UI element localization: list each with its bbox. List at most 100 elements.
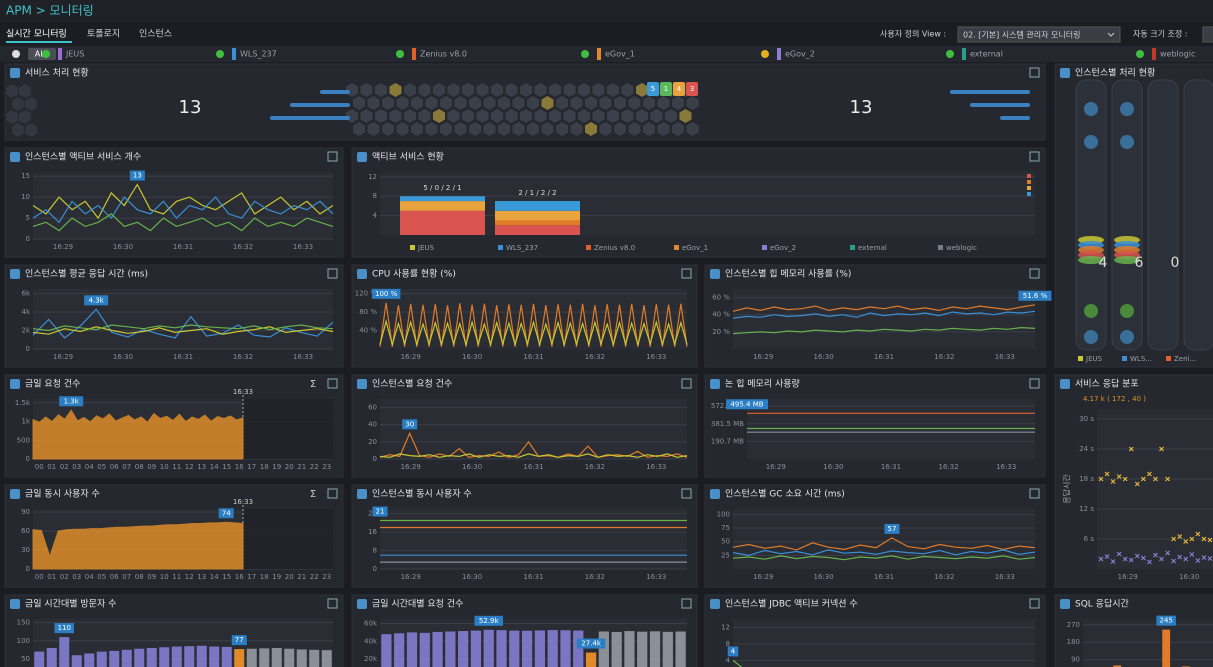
tab[interactable]: 토폴로지 [87,29,120,40]
hexagon [643,96,655,110]
instance-name[interactable]: eGov_2 [785,50,815,59]
y-tick-label: 15 [21,172,30,180]
expand-icon[interactable] [1029,151,1040,162]
instance-name[interactable]: JEUS [65,50,84,59]
y-tick-label: 60 [368,404,377,412]
callout-label: 495.4 MB [730,400,763,408]
instance-name[interactable]: external [970,50,1003,59]
tab[interactable]: 실시간 모니터링 [6,28,67,40]
bulb-icon[interactable] [12,50,20,58]
y-tick-label: 40 [368,421,377,429]
stack-segment [495,210,580,221]
hexagon [425,96,438,110]
y-tick-label: 25 [721,551,730,559]
flow-streak [950,90,1030,94]
panel-title: 금일 시간대별 방문자 수 [25,599,116,610]
y-tick-label: 0 [26,565,30,573]
scatter-point [1171,536,1177,542]
expand-icon[interactable] [327,151,338,162]
expand-icon[interactable] [327,378,338,389]
instance-name[interactable]: weblogic [1160,50,1195,59]
bar [1162,629,1171,667]
expand-icon[interactable] [327,598,338,609]
y-tick-label: 500 [17,436,30,444]
x-tick-label: 09 [147,463,156,471]
expand-icon[interactable] [681,488,692,499]
bar [624,631,635,667]
expand-icon[interactable] [681,378,692,389]
expand-icon[interactable] [1029,598,1040,609]
expand-icon[interactable] [327,488,338,499]
scatter-point [1177,554,1183,560]
badge-value: 5 [651,85,655,93]
instance-name[interactable]: eGov_1 [605,50,635,59]
series-line [732,310,1036,319]
legend-swatch [850,245,855,250]
expand-icon[interactable] [681,598,692,609]
scatter-point [1201,536,1207,542]
stack-segment [495,220,580,226]
expand-icon[interactable] [327,268,338,279]
x-tick-label: 14 [210,573,219,581]
sum-icon[interactable]: Σ [310,379,316,390]
tab[interactable]: 인스턴스 [139,29,172,40]
top-bar [0,0,1213,22]
x-tick-label: 16:30 [462,353,482,361]
panel-icon [357,269,367,279]
hexagon [665,109,677,123]
auto-size-select[interactable] [1202,26,1213,43]
hexagon [491,109,503,123]
x-tick-label: 23 [322,463,331,471]
panel-title: 금일 동시 사용자 수 [25,489,100,500]
tube [1075,79,1107,351]
queue-dot [1084,102,1098,116]
hexagon [353,96,365,110]
bar [109,650,120,667]
hexagon [19,84,31,98]
legend-swatch [498,245,503,250]
x-tick-label: 13 [197,463,206,471]
hexagon [585,96,597,110]
panel-title: 인스턴스별 GC 소요 시간 (ms) [725,489,845,500]
x-tick-label: 21 [297,463,306,471]
bar [598,631,609,667]
expand-icon[interactable] [1029,268,1040,279]
status-dot [216,50,224,58]
sum-icon[interactable]: Σ [310,489,316,500]
y-tick-label: 12 [368,173,377,181]
hexagon [25,123,37,137]
panel-icon [357,599,367,609]
expand-icon[interactable] [681,268,692,279]
y-tick-label: 2k [21,327,30,335]
view-select[interactable] [957,26,1121,43]
expand-icon[interactable] [1029,488,1040,499]
callout [218,508,234,519]
x-tick-label: 02 [60,463,69,471]
scatter-point [1140,476,1146,482]
hexagon [541,96,554,110]
legend-label: JEUS [417,244,435,252]
y-tick-label: 60 % [712,294,730,302]
hexagon [578,83,590,97]
bar [573,630,584,667]
panel-icon [357,379,367,389]
y-tick-label: 12 s [1079,505,1094,513]
hexagon [469,122,481,136]
instance-name[interactable]: WLS_237 [240,50,277,59]
plot-area [380,509,687,569]
y-tick-label: 4 [726,656,731,664]
hexagon [512,96,525,110]
expand-icon[interactable] [1029,378,1040,389]
x-tick-label: 08 [135,573,144,581]
hexagon [367,96,380,110]
hexagon [353,122,365,136]
instance-name[interactable]: Zenius v8.0 [420,50,467,59]
hexagon [375,109,387,123]
flow-streak [270,116,350,120]
expand-icon[interactable] [1029,67,1040,78]
stack-segment [495,201,580,211]
hexagon [686,122,699,136]
scatter-point [1189,552,1195,557]
callout-label: 21 [376,508,385,516]
x-tick-label: 10 [160,573,169,581]
